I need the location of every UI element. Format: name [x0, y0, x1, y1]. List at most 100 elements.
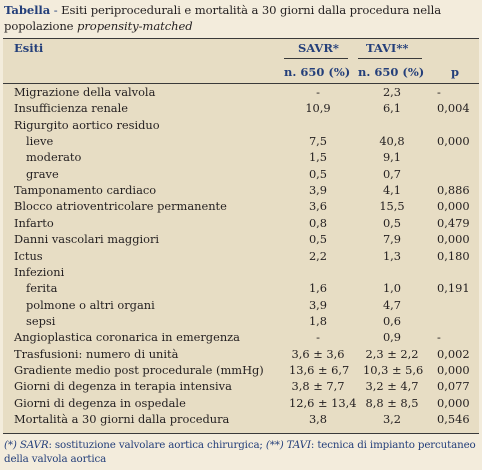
row-label: Migrazione della valvola: [14, 85, 156, 99]
row-tavi-value: 3,2: [382, 412, 402, 426]
subheader-tavi: n. 650 (%): [358, 65, 425, 79]
row-label: Angioplastica coronarica in emergenza: [14, 330, 240, 345]
table-row: polmone o altri organi 3,9 4,7: [3, 298, 479, 314]
header-bottom-rule: [3, 83, 479, 84]
row-tavi-value: 15,5: [379, 199, 405, 214]
tavi-group-underline: [358, 58, 422, 59]
row-label: moderato: [26, 150, 82, 165]
subheader-savr: n. 650 (%): [284, 65, 351, 79]
table-row: Insufficienza renale 10,9 6,1 0,004: [3, 101, 479, 117]
caption-dash: -: [50, 3, 62, 17]
table-row: moderato 1,5 9,1: [3, 150, 479, 166]
row-label: Blocco atrioventricolare permanente: [14, 199, 227, 214]
row-label: Rigurgito aortico residuo: [14, 117, 160, 132]
row-savr-value: 2,2: [308, 248, 328, 263]
row-label: sepsi: [26, 313, 56, 328]
row-savr-value: 1,8: [308, 313, 328, 328]
table-row: Blocco atrioventricolare permanente 3,6 15…: [3, 199, 479, 215]
row-savr-value: 3,9: [308, 183, 328, 198]
row-p-value: -: [437, 330, 441, 345]
table-row: Danni vascolari maggiori 0,5 7,9 0,000: [3, 232, 479, 248]
table-top-rule: [3, 38, 479, 39]
row-savr-value: 10,9: [305, 101, 331, 116]
row-label: polmone o altri organi: [26, 297, 155, 312]
row-p-value: 0,546: [437, 412, 470, 426]
row-label: Giorni di degenza in ospedale: [14, 395, 186, 410]
header-savr: SAVR*: [298, 41, 339, 55]
row-p-value: 0,180: [437, 248, 470, 263]
row-label: Mortalità a 30 giorni dalla procedura: [14, 412, 230, 426]
row-savr-value: 13,6 ± 6,7: [289, 362, 350, 377]
row-tavi-value: 9,1: [382, 150, 402, 165]
row-savr-value: 3,8: [308, 412, 328, 426]
row-savr-value: 0,5: [308, 166, 328, 181]
row-label: Danni vascolari maggiori: [14, 232, 160, 247]
row-tavi-value: 6,1: [382, 101, 402, 116]
table-row: Mortalità a 30 giorni dalla procedura 3,8…: [3, 412, 479, 428]
footnote-tavi-abbr: (**) TAVI: [265, 439, 311, 451]
row-savr-value: 3,6: [308, 199, 328, 214]
row-tavi-value: 2,3: [382, 85, 402, 99]
row-tavi-value: 8,8 ± 8,5: [365, 395, 419, 410]
row-tavi-value: 0,5: [382, 215, 402, 230]
subheader-p: p: [451, 65, 460, 79]
row-savr-value: -: [316, 330, 320, 345]
footnote-savr-def: : sostituzione valvolare aortica chirurg…: [48, 439, 266, 451]
row-tavi-value: 7,9: [382, 232, 402, 247]
row-p-value: 0,000: [437, 232, 470, 247]
table-row: ferita 1,6 1,0 0,191: [3, 281, 479, 297]
table-row: sepsi 1,8 0,6: [3, 314, 479, 330]
footnote-tavi-def: : tecnica di impianto percutaneo della v…: [4, 439, 476, 465]
table-footnote: (*) SAVR: sostituzione valvolare aortica…: [4, 438, 478, 466]
row-savr-value: 12,6 ± 13,4: [289, 395, 357, 410]
row-savr-value: 3,9: [308, 297, 328, 312]
table-row: Ictus 2,2 1,3 0,180: [3, 249, 479, 265]
row-p-value: -: [437, 85, 441, 99]
row-tavi-value: 2,3 ± 2,2: [365, 346, 419, 361]
table-row: Giorni di degenza in terapia intensiva 3,…: [3, 379, 479, 395]
row-savr-value: -: [316, 85, 320, 99]
row-label: lieve: [26, 134, 54, 149]
row-savr-value: 3,8 ± 7,7: [291, 379, 345, 394]
row-tavi-value: 0,9: [382, 330, 402, 345]
row-p-value: 0,000: [437, 134, 470, 149]
table-row: Rigurgito aortico residuo: [3, 118, 479, 134]
row-label: Infarto: [14, 215, 54, 230]
table-row: Giorni di degenza in ospedale 12,6 ± 13,4…: [3, 396, 479, 412]
row-p-value: 0,000: [437, 395, 470, 410]
outcomes-table: Esiti SAVR* TAVI** n. 650 (%) n. 650 (%)…: [3, 38, 479, 434]
row-tavi-value: 3,2 ± 4,7: [365, 379, 419, 394]
row-savr-value: 3,6 ± 3,6: [291, 346, 345, 361]
table-row: lieve 7,5 40,8 0,000: [3, 134, 479, 150]
caption-text: Esiti periprocedurali e mortalità a 30 g…: [4, 3, 442, 33]
row-savr-value: 7,5: [308, 134, 328, 149]
row-p-value: 0,000: [437, 362, 470, 377]
table-row: Tamponamento cardiaco 3,9 4,1 0,886: [3, 183, 479, 199]
table-row: Migrazione della valvola - 2,3 -: [3, 85, 479, 101]
row-p-value: 0,886: [437, 183, 470, 198]
row-label: Giorni di degenza in terapia intensiva: [14, 379, 232, 394]
row-label: ferita: [26, 281, 58, 296]
header-tavi: TAVI**: [366, 41, 409, 55]
row-label: Insufficienza renale: [14, 101, 128, 116]
row-tavi-value: 1,3: [382, 248, 402, 263]
row-p-value: 0,479: [437, 215, 470, 230]
caption-italic: propensity-matched: [77, 19, 193, 33]
row-tavi-value: 40,8: [379, 134, 405, 149]
row-p-value: 0,191: [437, 281, 470, 296]
row-tavi-value: 0,6: [382, 313, 402, 328]
footnote-savr-abbr: (*) SAVR: [4, 439, 49, 451]
row-savr-value: 0,5: [308, 232, 328, 247]
row-p-value: 0,004: [437, 101, 470, 116]
row-p-value: 0,077: [437, 379, 470, 394]
row-tavi-value: 0,7: [382, 166, 402, 181]
header-esiti: Esiti: [14, 41, 44, 55]
table-bottom-rule: [3, 433, 479, 434]
table-caption: Tabella - Esiti periprocedurali e mortal…: [4, 2, 478, 34]
row-savr-value: 1,6: [308, 281, 328, 296]
row-label: grave: [26, 166, 59, 181]
table-row: grave 0,5 0,7: [3, 167, 479, 183]
row-tavi-value: 10,3 ± 5,6: [363, 362, 424, 377]
table-row: Angioplastica coronarica in emergenza - 0,…: [3, 330, 479, 346]
